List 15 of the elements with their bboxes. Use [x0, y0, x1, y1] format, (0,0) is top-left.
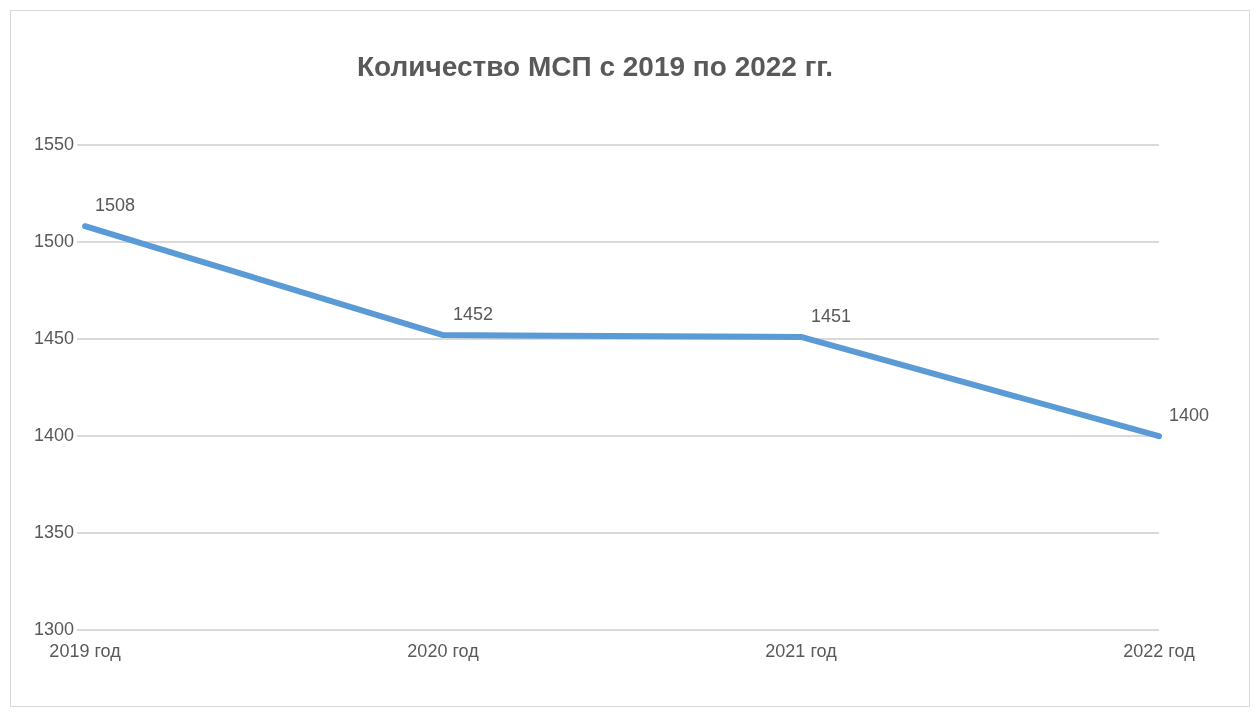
x-tick-label: 2021 год [765, 641, 838, 662]
data-label: 1452 [453, 304, 494, 324]
y-tick-label: 1500 [34, 230, 75, 251]
data-label: 1508 [95, 195, 136, 216]
x-tick-label: 2022 год [1123, 641, 1196, 662]
y-tick-label: 1300 [34, 619, 75, 640]
y-tick-label: 1400 [34, 425, 75, 446]
x-tick-label: 2019 год [49, 641, 122, 662]
chart-title: Количество МСП с 2019 по 2022 гг. [357, 50, 833, 82]
x-tick-label: 2020 год [407, 641, 480, 662]
y-tick-label: 1450 [34, 327, 75, 348]
y-tick-label: 1350 [34, 522, 75, 543]
y-tick-label: 1550 [34, 133, 75, 154]
data-label: 1451 [811, 305, 852, 326]
data-label: 1400 [1169, 405, 1210, 426]
